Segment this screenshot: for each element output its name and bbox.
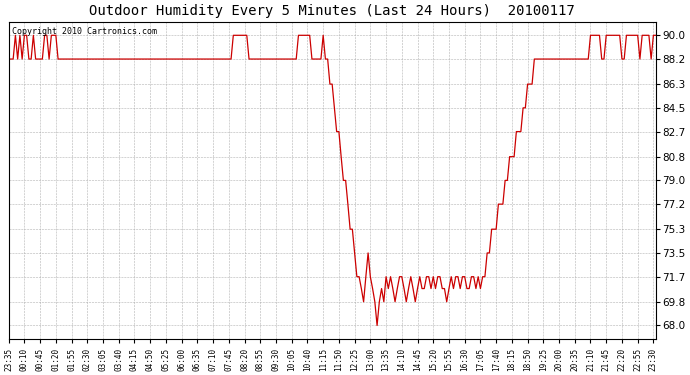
Text: Copyright 2010 Cartronics.com: Copyright 2010 Cartronics.com [12, 27, 157, 36]
Title: Outdoor Humidity Every 5 Minutes (Last 24 Hours)  20100117: Outdoor Humidity Every 5 Minutes (Last 2… [89, 4, 575, 18]
